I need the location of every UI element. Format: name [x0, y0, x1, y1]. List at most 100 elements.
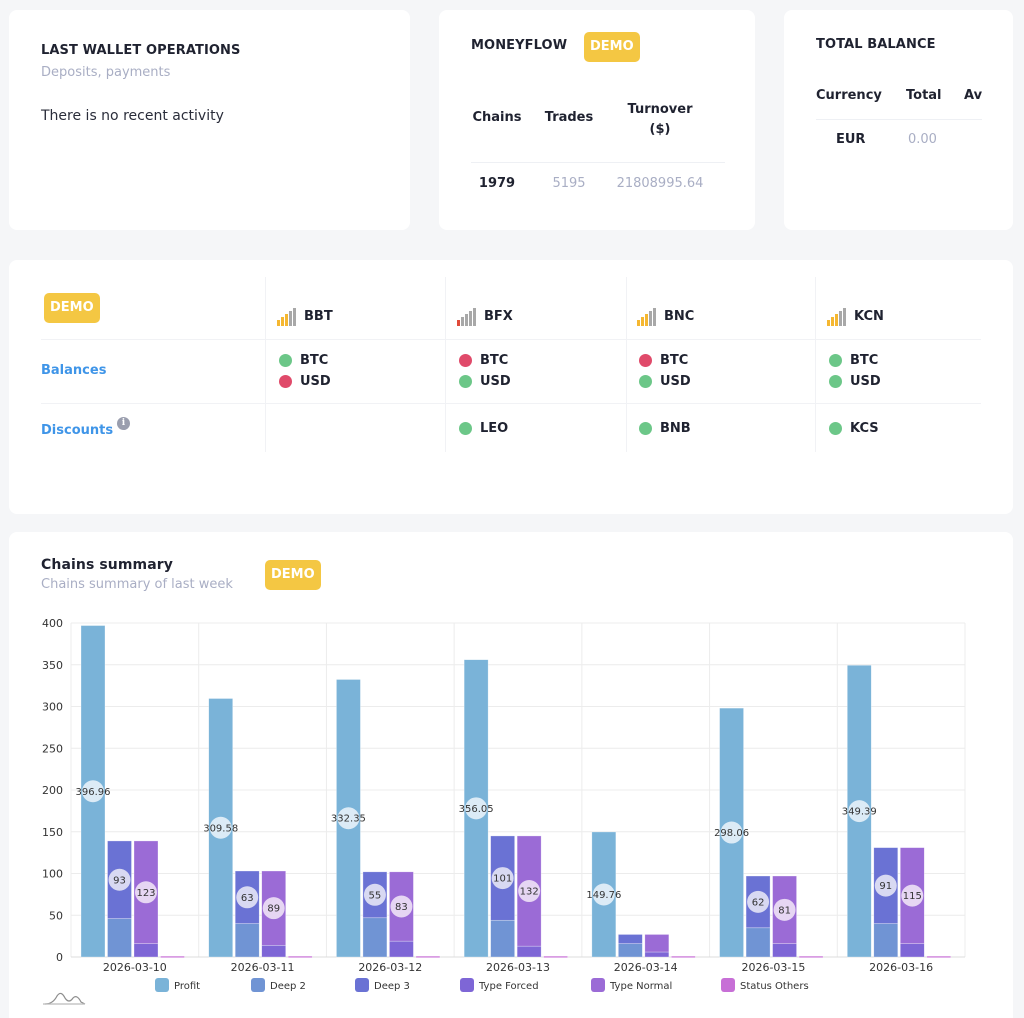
data-label: 101	[493, 874, 512, 885]
moneyflow-title: MONEYFLOW	[471, 38, 568, 53]
bar-deep-3	[618, 934, 643, 944]
data-label: 93	[113, 875, 126, 886]
wallet-title: LAST WALLET OPERATIONS	[41, 43, 241, 58]
status-dot-icon	[639, 353, 652, 367]
data-label-bubble	[236, 886, 259, 909]
density-plot-icon	[44, 992, 86, 1005]
divider	[265, 277, 266, 452]
asset-name: USD	[480, 373, 511, 389]
legend-label: Status Others	[740, 981, 809, 992]
status-dot-icon	[459, 421, 472, 435]
divider	[471, 162, 725, 163]
y-tick-label: 300	[42, 701, 63, 714]
demo-badge: DEMO	[584, 32, 640, 62]
discount-item: LEO	[459, 418, 508, 438]
data-label-bubble	[135, 881, 157, 904]
x-tick-label: 2026-03-10	[103, 961, 167, 974]
currency-value: EUR	[836, 132, 866, 147]
asset-name: KCS	[850, 420, 879, 436]
exchange-header-bbt: BBT	[277, 306, 333, 326]
signal-strength-icon	[827, 306, 846, 326]
status-dot-icon	[829, 374, 842, 388]
demo-badge: DEMO	[265, 560, 321, 590]
bar-type-forced	[644, 951, 670, 958]
bar-status-others	[160, 955, 185, 958]
legend-swatch	[155, 978, 169, 992]
signal-strength-icon	[277, 306, 296, 326]
demo-badge: DEMO	[44, 293, 100, 323]
col-header-available: Av	[964, 88, 983, 103]
discounts-link[interactable]: Discounts	[41, 423, 114, 438]
total-value: 0.00	[908, 132, 937, 147]
signal-bar	[465, 314, 468, 326]
bar-type-forced	[261, 945, 287, 958]
balance-item: USD	[829, 371, 881, 391]
asset-name: LEO	[480, 420, 509, 436]
data-label: 91	[879, 881, 892, 892]
signal-bar	[835, 314, 838, 326]
bar-status-others	[798, 955, 824, 958]
legend-swatch	[591, 978, 605, 992]
divider	[815, 277, 816, 452]
signal-bar	[649, 311, 652, 326]
bar-type-forced	[389, 940, 414, 958]
status-dot-icon	[639, 421, 652, 435]
y-tick-label: 250	[42, 742, 63, 755]
data-label: 149.76	[586, 890, 621, 901]
data-label: 349.39	[842, 807, 877, 818]
bar-deep-2	[107, 918, 132, 958]
exchange-name: BNC	[664, 308, 695, 324]
data-label-bubble	[390, 895, 413, 918]
status-dot-icon	[279, 353, 292, 367]
bar-status-others	[671, 955, 696, 958]
legend-label: Type Normal	[609, 981, 672, 992]
legend-label: Deep 2	[270, 981, 306, 992]
bar-type-forced	[899, 943, 925, 958]
chains-summary-card: Chains summary Chains summary of last we…	[9, 532, 1013, 1018]
chains-value: 1979	[478, 176, 516, 191]
turnover-value: 21808995.64	[616, 176, 704, 191]
signal-bar	[281, 317, 284, 326]
legend-swatch	[721, 978, 735, 992]
status-dot-icon	[459, 353, 472, 367]
data-label: 356.05	[459, 804, 494, 815]
discount-item: KCS	[829, 418, 879, 438]
signal-bar	[289, 311, 292, 326]
bar-deep-2	[618, 943, 643, 958]
balances-link[interactable]: Balances	[41, 363, 107, 378]
balance-item: BTC	[639, 350, 688, 370]
wallet-subtitle: Deposits, payments	[41, 65, 171, 80]
divider	[41, 339, 981, 340]
data-label-bubble	[108, 868, 131, 891]
data-label-bubble	[491, 867, 514, 890]
discount-item: BNB	[639, 418, 691, 438]
divider	[626, 277, 627, 452]
data-label: 63	[241, 893, 254, 904]
signal-bar	[839, 311, 842, 326]
data-label: 396.96	[76, 787, 111, 798]
signal-bar	[293, 308, 296, 326]
data-label: 83	[395, 902, 408, 913]
bar-type-forced	[516, 945, 542, 958]
data-label-bubble	[901, 884, 924, 907]
info-icon[interactable]: i	[117, 417, 130, 430]
asset-name: BTC	[850, 352, 879, 368]
asset-name: USD	[300, 373, 331, 389]
data-label-bubble	[518, 880, 541, 903]
balance-item: USD	[279, 371, 331, 391]
status-dot-icon	[459, 374, 472, 388]
signal-bar	[827, 320, 830, 326]
data-label: 123	[136, 888, 155, 899]
signal-bar	[461, 317, 464, 326]
signal-bar	[831, 317, 834, 326]
status-dot-icon	[639, 374, 652, 388]
data-label-bubble	[747, 890, 770, 913]
balance-item: USD	[639, 371, 691, 391]
exchange-name: BFX	[484, 308, 513, 324]
exchange-header-bnc: BNC	[637, 306, 694, 326]
asset-name: BTC	[480, 352, 509, 368]
data-label-bubble	[363, 883, 386, 906]
total-balance-title: TOTAL BALANCE	[816, 37, 936, 52]
bar-status-others	[287, 955, 313, 958]
x-tick-label: 2026-03-11	[231, 961, 295, 974]
